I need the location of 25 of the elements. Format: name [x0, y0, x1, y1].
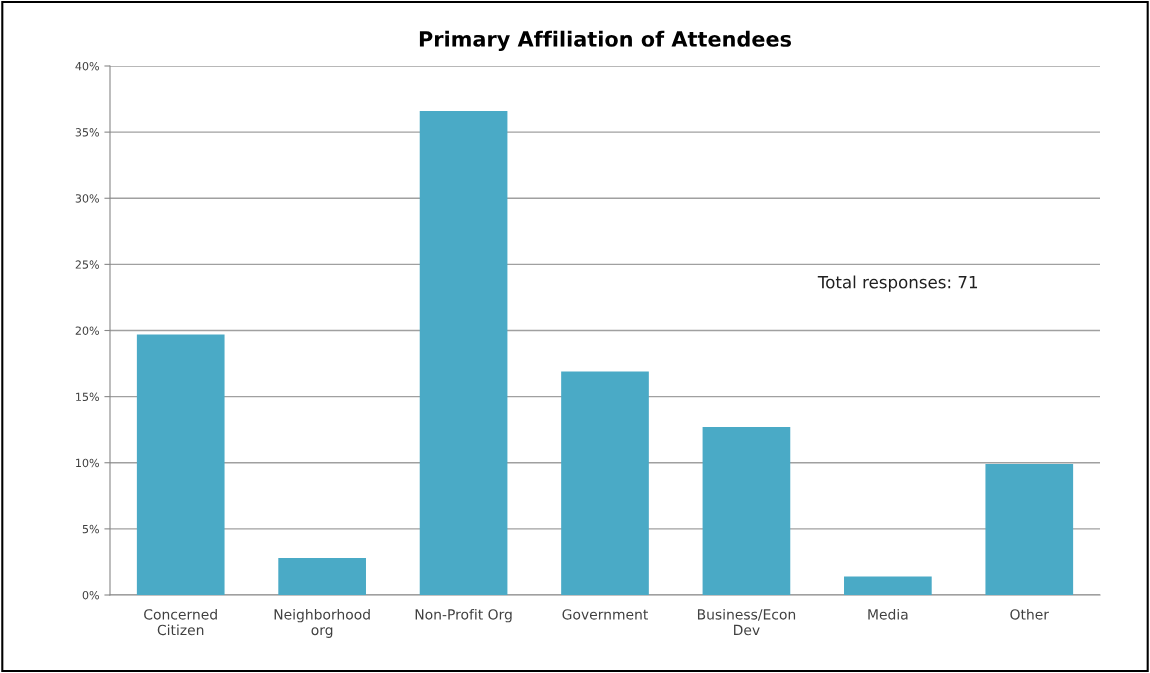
- x-tick-label: Other: [1010, 608, 1049, 620]
- y-tick-label: 20%: [75, 326, 99, 335]
- y-tick-label: 5%: [82, 524, 99, 534]
- bar: [278, 557, 366, 595]
- annotation: Total responses: 71: [817, 275, 978, 292]
- y-tick-label: 10%: [76, 458, 99, 468]
- bar: [844, 576, 932, 595]
- y-tick-label: 0%: [82, 590, 99, 600]
- bar: [561, 371, 649, 595]
- y-tick-label: 25%: [75, 260, 99, 269]
- y-tick-label: 15%: [76, 392, 99, 401]
- x-tick-label: Media: [868, 608, 908, 620]
- bar: [985, 464, 1074, 595]
- y-tick-label: 40%: [75, 61, 99, 71]
- bar: [419, 110, 508, 595]
- x-tick-label: Non-Profit Org: [415, 608, 512, 623]
- y-tick-label: 35%: [75, 128, 99, 137]
- x-tick-label: Business/Econ Dev: [697, 608, 796, 636]
- y-tick-label: 30%: [75, 194, 99, 203]
- bar: [702, 427, 791, 595]
- bar: [136, 334, 225, 595]
- x-tick-label: Government: [562, 609, 648, 620]
- chart-title: Primary Affiliation of Attendees: [419, 30, 792, 52]
- x-tick-label: Concerned Citizen: [144, 608, 217, 636]
- x-tick-label: Neighborhood org: [274, 608, 370, 638]
